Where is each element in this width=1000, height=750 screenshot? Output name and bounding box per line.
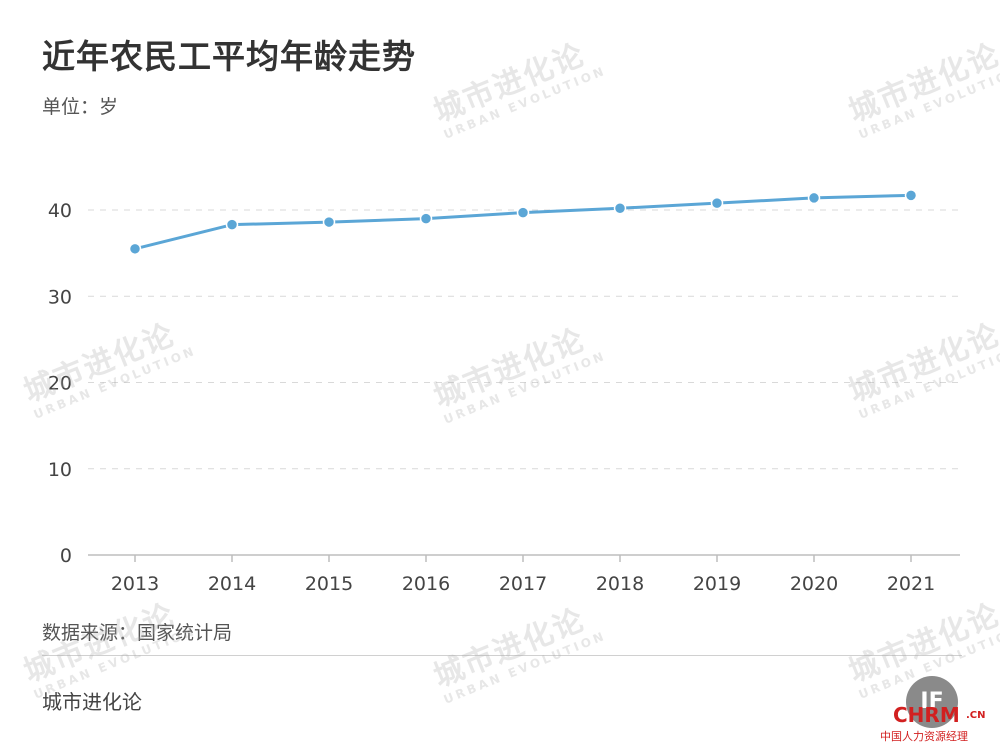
series-line (133, 193, 913, 251)
x-tick-label: 2019 (693, 573, 741, 595)
chrm-logo-suffix: .CN (966, 710, 986, 721)
x-tick-label: 2021 (887, 573, 935, 595)
data-point (419, 212, 433, 225)
x-tick-label: 2015 (305, 573, 353, 595)
x-tick-label: 2013 (111, 573, 159, 595)
unit-label: 单位：岁 (42, 96, 119, 118)
x-tick-label: 2016 (402, 573, 450, 595)
source-text: 数据来源：国家统计局 (42, 622, 233, 644)
chrm-logo: CHRM (893, 703, 960, 727)
data-point (710, 196, 724, 210)
y-tick-label: 40 (48, 200, 72, 222)
y-tick-label: 10 (48, 459, 72, 481)
footer-divider (42, 655, 962, 656)
data-point (225, 218, 239, 231)
data-point (322, 215, 336, 229)
data-point (128, 242, 142, 256)
chrm-logo-subtitle: 中国人力资源经理 (880, 730, 968, 743)
y-tick-label: 30 (48, 286, 72, 308)
y-tick-label: 20 (48, 373, 72, 395)
x-tick-label: 2017 (499, 573, 547, 595)
x-tick-label: 2018 (596, 573, 644, 595)
data-point (904, 189, 918, 202)
x-tick-label: 2014 (208, 573, 256, 595)
brand-text: 城市进化论 (42, 690, 142, 714)
data-point (516, 206, 530, 219)
data-point (807, 191, 821, 205)
y-tick-label: 0 (60, 545, 72, 567)
chart-title: 近年农民工平均年龄走势 (42, 37, 416, 76)
data-point (613, 202, 627, 215)
x-tick-label: 2020 (790, 573, 838, 595)
corner-logo-icon: IF (906, 676, 958, 728)
